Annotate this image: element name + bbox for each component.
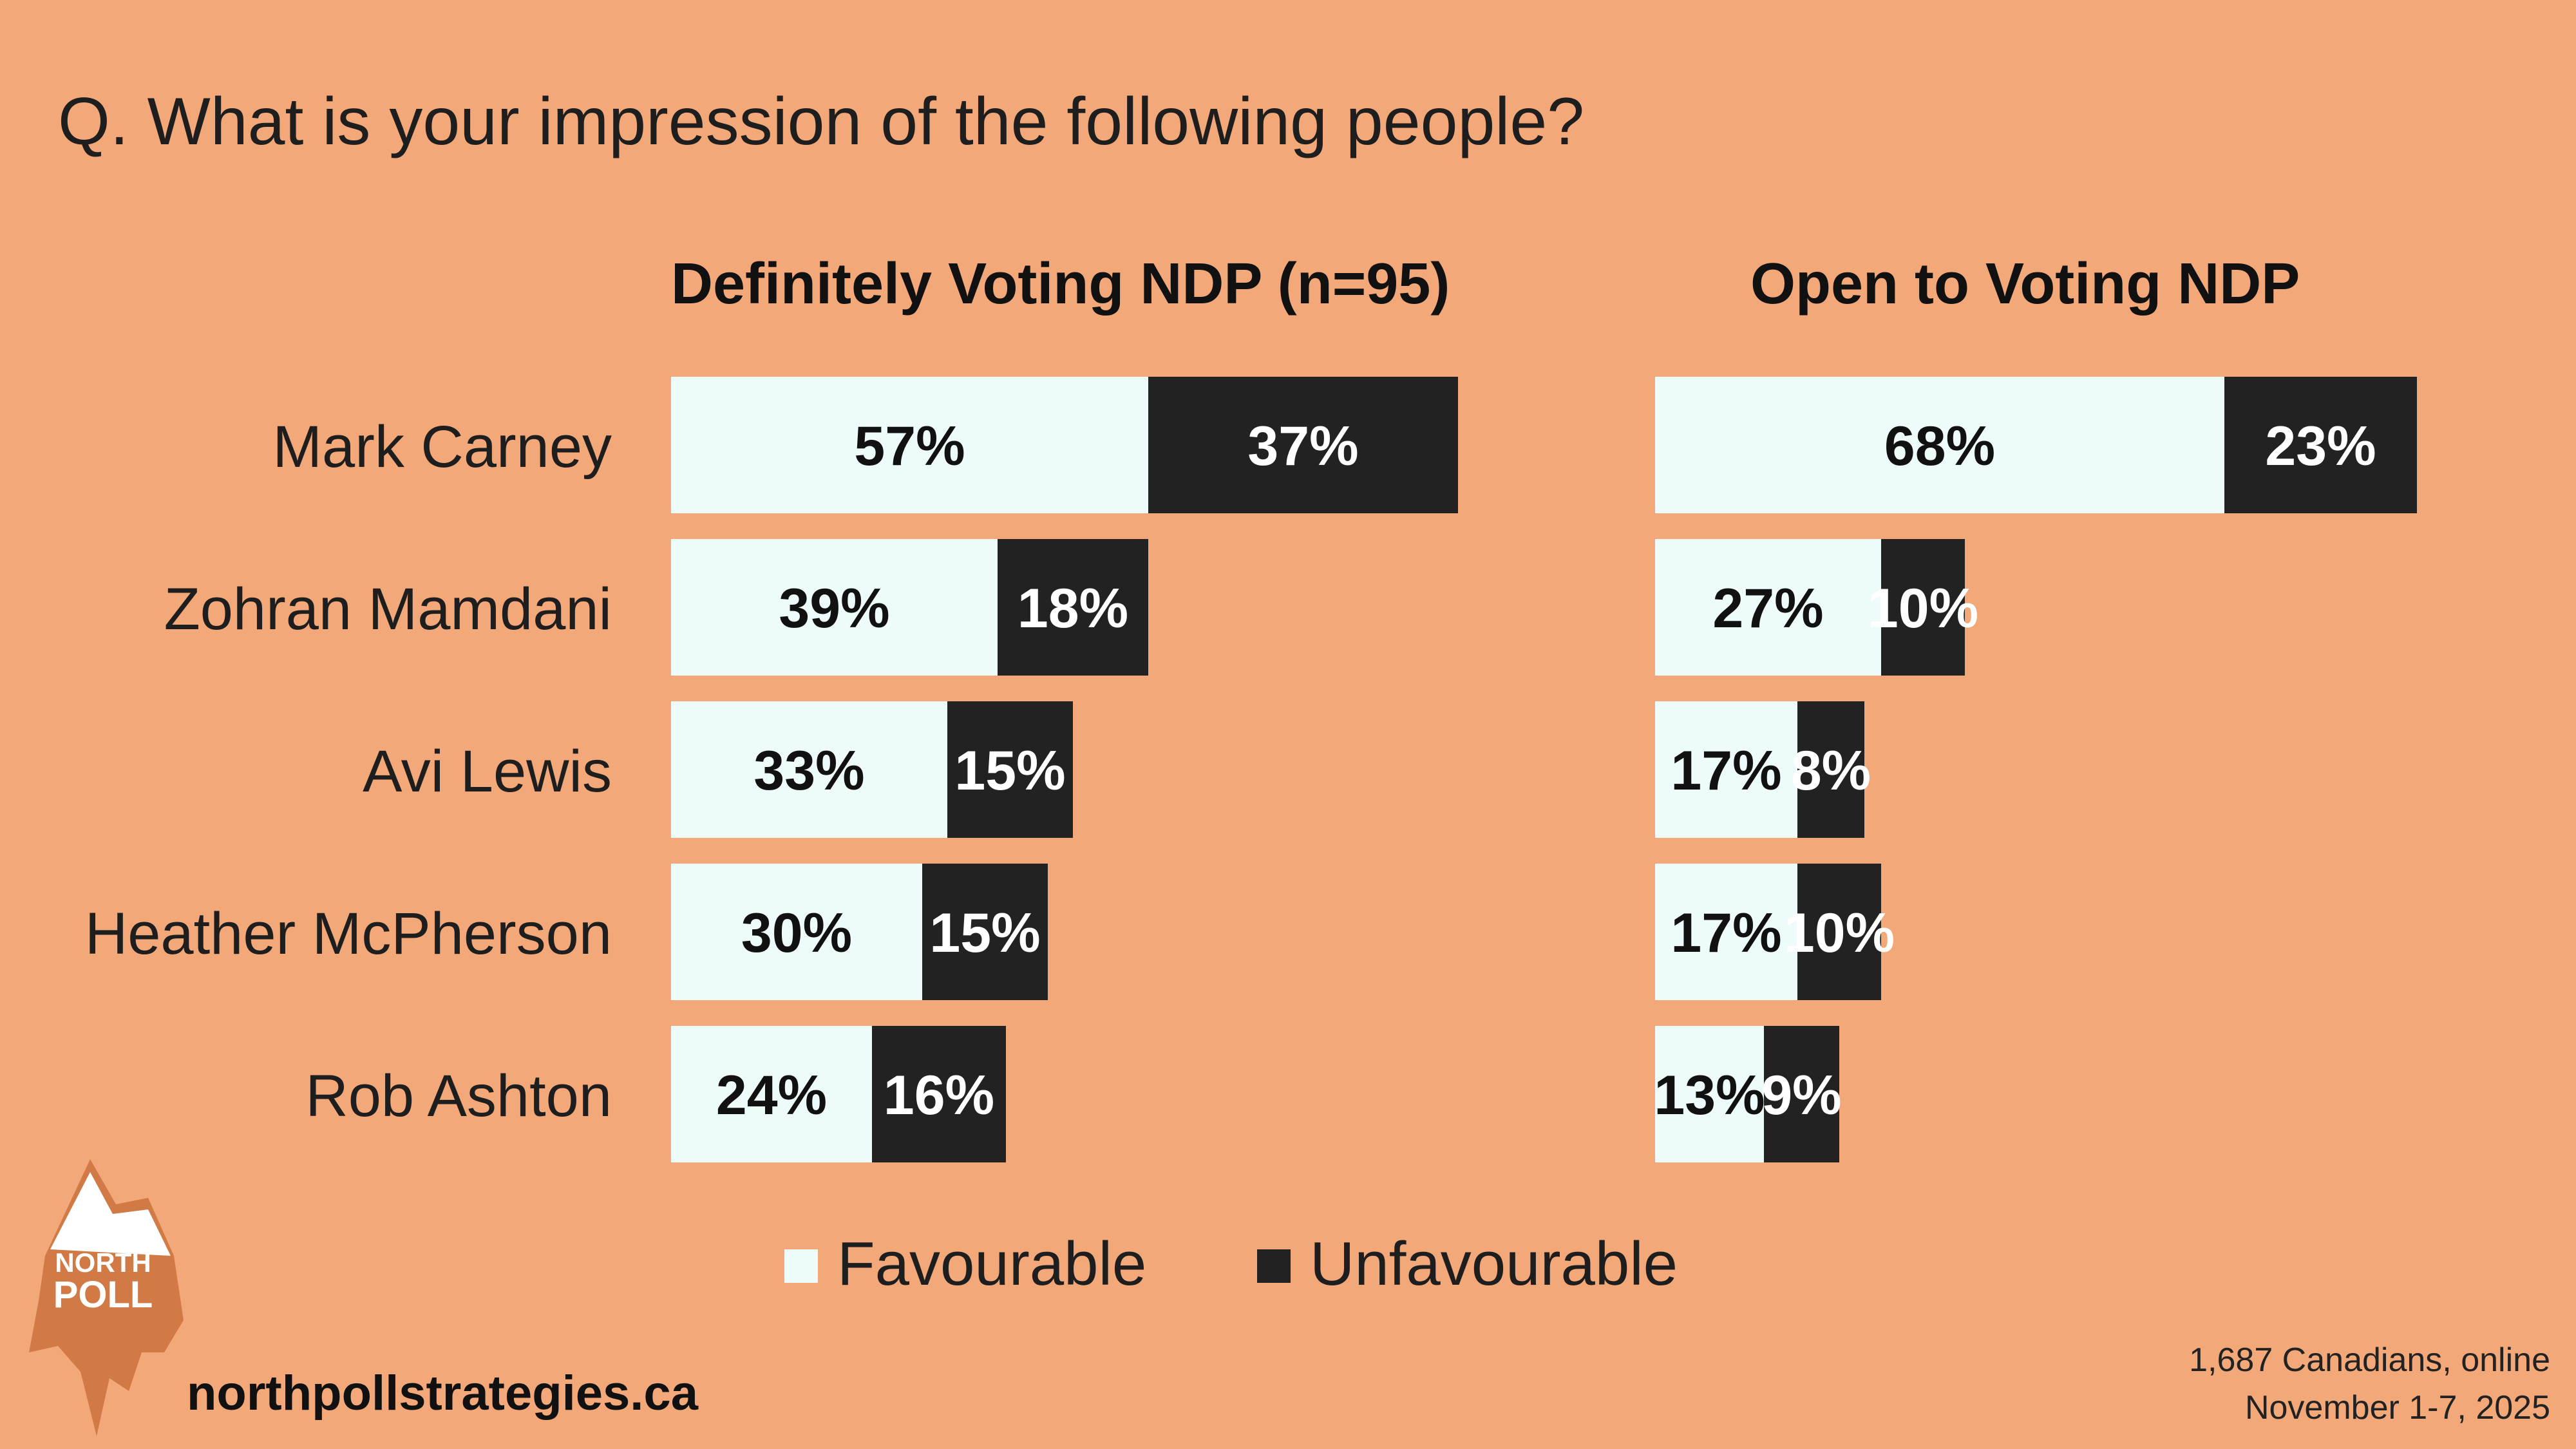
data-label-favourable: 17% bbox=[1671, 902, 1781, 964]
legend: Favourable Unfavourable bbox=[784, 1229, 1678, 1298]
bar-favourable bbox=[671, 1026, 872, 1162]
logo-text-poll: POLL bbox=[53, 1274, 153, 1316]
data-label-unfavourable: 10% bbox=[1784, 902, 1895, 964]
category-label: Avi Lewis bbox=[363, 739, 612, 804]
bar-unfavourable bbox=[1764, 1026, 1839, 1162]
category-label: Mark Carney bbox=[272, 414, 612, 480]
legend-swatch-unfavourable bbox=[1257, 1249, 1291, 1283]
north-poll-logo: NORTH POLL bbox=[29, 1159, 184, 1436]
category-label: Rob Ashton bbox=[305, 1063, 612, 1129]
bar-unfavourable bbox=[1797, 864, 1881, 1000]
data-label-favourable: 27% bbox=[1712, 578, 1823, 639]
methodology-note: 1,687 Canadians, online November 1-7, 20… bbox=[2189, 1336, 2550, 1432]
data-label-unfavourable: 10% bbox=[1868, 578, 1978, 639]
bar-favourable bbox=[671, 864, 922, 1000]
date-note: November 1-7, 2025 bbox=[2244, 1389, 2550, 1426]
bar-unfavourable bbox=[947, 701, 1073, 838]
data-label-favourable: 30% bbox=[741, 902, 852, 964]
data-label-favourable: 24% bbox=[716, 1065, 827, 1126]
panel-title-definitely: Definitely Voting NDP (n=95) bbox=[671, 252, 1450, 316]
data-label-unfavourable: 15% bbox=[954, 740, 1065, 802]
data-label-unfavourable: 16% bbox=[884, 1065, 994, 1126]
legend-label-unfavourable: Unfavourable bbox=[1310, 1229, 1678, 1298]
data-label-favourable: 17% bbox=[1671, 740, 1781, 802]
legend-swatch-favourable bbox=[784, 1249, 818, 1283]
category-labels: Mark Carney Zohran Mamdani Avi Lewis Heathe… bbox=[85, 414, 612, 1129]
iceberg-peak bbox=[50, 1172, 171, 1256]
bar-favourable bbox=[1655, 864, 1797, 1000]
bar-favourable bbox=[1655, 1026, 1764, 1162]
question-title: Q. What is your impression of the follow… bbox=[58, 84, 1585, 159]
bar-unfavourable bbox=[2224, 377, 2417, 513]
data-label-unfavourable: 15% bbox=[929, 902, 1040, 964]
bar-unfavourable bbox=[1881, 539, 1965, 676]
bar-unfavourable bbox=[922, 864, 1048, 1000]
category-label: Zohran Mamdani bbox=[164, 576, 612, 642]
logo-text-north: NORTH bbox=[55, 1247, 151, 1278]
bar-favourable bbox=[671, 539, 998, 676]
bar-favourable bbox=[1655, 377, 2224, 513]
bar-favourable bbox=[1655, 701, 1797, 838]
website-link[interactable]: northpollstrategies.ca bbox=[187, 1366, 698, 1421]
panel-title-open: Open to Voting NDP bbox=[1750, 252, 2300, 316]
data-label-unfavourable: 23% bbox=[2265, 415, 2376, 477]
data-label-favourable: 13% bbox=[1654, 1065, 1765, 1126]
bar-unfavourable bbox=[998, 539, 1148, 676]
bar-unfavourable bbox=[1797, 701, 1864, 838]
data-label-unfavourable: 9% bbox=[1761, 1065, 1841, 1126]
data-label-unfavourable: 18% bbox=[1018, 578, 1128, 639]
bar-unfavourable bbox=[872, 1026, 1006, 1162]
data-label-unfavourable: 37% bbox=[1247, 415, 1358, 477]
data-label-favourable: 33% bbox=[753, 740, 864, 802]
data-label-unfavourable: 8% bbox=[1791, 740, 1871, 802]
category-label: Heather McPherson bbox=[85, 901, 612, 967]
bar-favourable bbox=[671, 377, 1148, 513]
panel-open-to-voting: 68% 23%27% 10%17% 8%17% 10%13%9% bbox=[1654, 377, 2417, 1162]
bar-favourable bbox=[671, 701, 947, 838]
panel-definitely-voting: 57% 37% 39% 18% 33% 15% 30% 15% 24% 16% bbox=[671, 377, 1458, 1162]
bar-favourable bbox=[1655, 539, 1881, 676]
data-label-favourable: 68% bbox=[1884, 415, 1995, 477]
legend-label-favourable: Favourable bbox=[837, 1229, 1146, 1298]
bar-unfavourable bbox=[1148, 377, 1458, 513]
sample-note: 1,687 Canadians, online bbox=[2189, 1341, 2550, 1379]
data-label-favourable: 57% bbox=[854, 415, 965, 477]
data-label-favourable: 39% bbox=[779, 578, 889, 639]
